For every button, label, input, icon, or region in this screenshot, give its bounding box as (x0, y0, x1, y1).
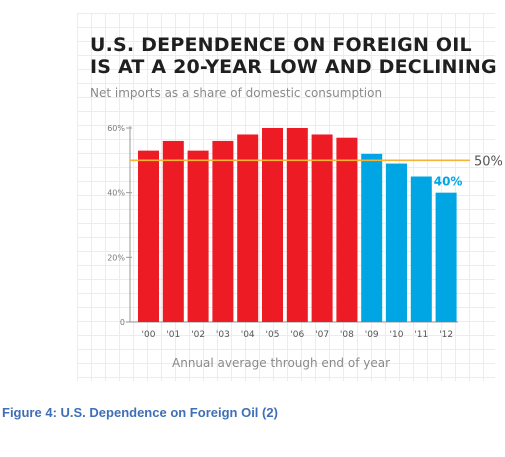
bar-04 (237, 134, 259, 322)
bar-05 (262, 128, 283, 322)
bar-10 (386, 163, 407, 322)
figure-caption: Figure 4: U.S. Dependence on Foreign Oil… (2, 405, 278, 420)
x-tick-label: '04 (241, 330, 255, 340)
bar-02 (187, 150, 209, 322)
x-tick-label: '06 (290, 330, 304, 340)
bar-09 (361, 153, 383, 322)
x-tick-label: '02 (191, 330, 205, 340)
x-axis-label: Annual average through end of year (172, 356, 391, 370)
bar-08 (336, 137, 358, 322)
bar-06 (286, 128, 308, 322)
bar-11 (410, 176, 432, 322)
bar-00 (138, 150, 159, 322)
bar-12 (435, 192, 457, 322)
x-tick-label: '11 (414, 330, 428, 340)
bar-07 (311, 134, 333, 322)
x-tick-label: '05 (266, 330, 280, 340)
y-tick-label: 0 (120, 318, 125, 327)
x-tick-label: '00 (142, 330, 156, 340)
chart-subtitle: Net imports as a share of domestic consu… (90, 86, 383, 100)
y-tick-label: 60% (107, 124, 125, 133)
x-tick-label: '08 (340, 330, 354, 340)
y-tick-label: 20% (107, 253, 125, 262)
data-label-2012: 40% (434, 175, 463, 189)
bar-03 (212, 140, 234, 322)
reference-line-label: 50% (474, 154, 503, 169)
x-tick-label: '09 (365, 330, 379, 340)
x-tick-label: '12 (439, 330, 453, 340)
x-tick-label: '03 (216, 330, 230, 340)
chart-title-line-2: IS AT A 20-YEAR LOW AND DECLINING (90, 56, 497, 78)
x-tick-label: '07 (315, 330, 329, 340)
chart-title-line-1: U.S. DEPENDENCE ON FOREIGN OIL (90, 34, 472, 56)
x-tick-label: '01 (166, 330, 180, 340)
x-tick-label: '10 (390, 330, 404, 340)
y-tick-label: 40% (107, 189, 125, 198)
bar-01 (162, 140, 184, 322)
